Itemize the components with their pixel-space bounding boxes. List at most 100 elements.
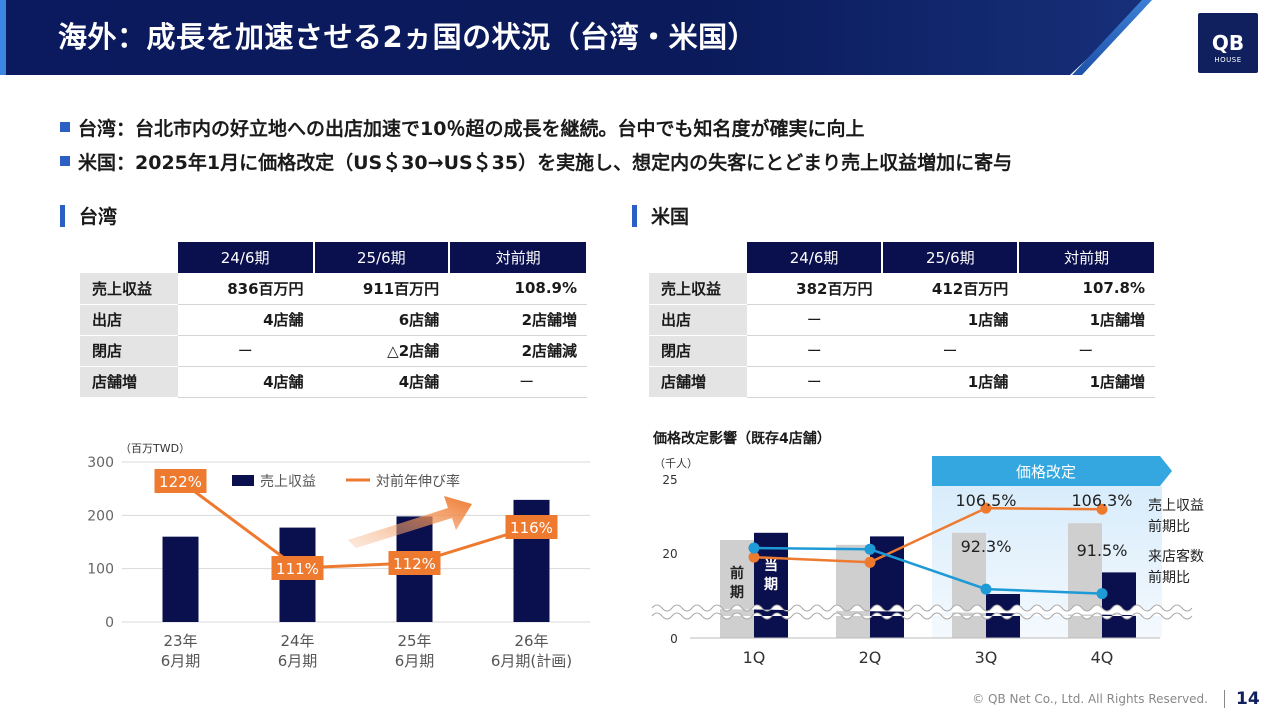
table-cell: ー bbox=[177, 335, 314, 367]
row-label: 店舗増 bbox=[80, 366, 178, 398]
y-tick-label: 200 bbox=[87, 508, 114, 524]
table-cell: ー bbox=[746, 304, 883, 336]
data-label-box bbox=[505, 515, 558, 539]
table-cell: 382百万円 bbox=[746, 273, 883, 305]
column-header: 対前期 bbox=[449, 242, 588, 273]
bullet-square-icon bbox=[60, 156, 70, 166]
data-label: 111% bbox=[276, 560, 319, 578]
sales-ratio-point bbox=[864, 556, 876, 568]
footer-divider bbox=[1224, 690, 1225, 708]
table-header-row: 24/6期 25/6期 対前期 bbox=[649, 242, 1156, 273]
table-cell: ー bbox=[746, 366, 883, 398]
section-title: 台湾 bbox=[79, 206, 118, 228]
table-cell: 108.9% bbox=[449, 273, 587, 305]
table-header-row: 24/6期 25/6期 対前期 bbox=[80, 242, 588, 273]
data-label: 106.3% bbox=[1071, 491, 1132, 510]
table-cell: △2店舗 bbox=[313, 335, 450, 367]
series-label-sales: 売上収益前期比 bbox=[1148, 498, 1204, 535]
visits-ratio-point bbox=[748, 542, 760, 554]
table-cell: 412百万円 bbox=[882, 273, 1019, 305]
column-header: 24/6期 bbox=[746, 242, 884, 273]
x-tick-label: 25年 6月期 bbox=[395, 632, 435, 670]
logo-subtext: HOUSE bbox=[1214, 56, 1242, 64]
x-tick-label: 23年 6月期 bbox=[161, 632, 201, 670]
visits-ratio-point bbox=[1096, 588, 1108, 600]
x-tick-label: 2Q bbox=[859, 648, 882, 667]
table-cell: 2店舗増 bbox=[449, 304, 587, 336]
table-cell: 107.8% bbox=[1018, 273, 1155, 305]
bullet-text: 台湾：台北市内の好立地への出店加速で10％超の成長を継続。台中でも知名度が確実に… bbox=[78, 117, 865, 140]
table-cell: 911百万円 bbox=[313, 273, 450, 305]
visits-ratio-point bbox=[864, 543, 876, 555]
bullet-square-icon bbox=[60, 122, 70, 132]
taiwan-table: 24/6期 25/6期 対前期 売上収益 836百万円 911百万円 108.9… bbox=[80, 242, 588, 398]
data-label: 92.3% bbox=[961, 537, 1012, 556]
row-label: 売上収益 bbox=[80, 273, 178, 305]
row-label: 出店 bbox=[80, 304, 178, 336]
growth-line bbox=[179, 479, 532, 570]
legend-swatch bbox=[232, 475, 254, 486]
section-usa: 米国 bbox=[632, 202, 689, 229]
table-cell: 1店舗増 bbox=[1018, 366, 1155, 398]
price-change-banner bbox=[932, 456, 1172, 486]
row-label: 閉店 bbox=[80, 335, 178, 367]
y-tick-label: 100 bbox=[87, 562, 114, 578]
y-tick-label: 0 bbox=[105, 615, 114, 631]
table-cell: ー bbox=[882, 335, 1019, 367]
summary-bullets: 台湾：台北市内の好立地への出店加速で10％超の成長を継続。台中でも知名度が確実に… bbox=[60, 110, 1260, 178]
section-taiwan: 台湾 bbox=[60, 202, 117, 229]
header: 海外：成長を加速させる2ヵ国の状況（台湾・米国） QB HOUSE bbox=[0, 0, 1280, 75]
data-label: 106.5% bbox=[955, 491, 1016, 510]
bullet-usa: 米国：2025年1月に価格改定（US＄30→US＄35）を実施し、想定内の失客に… bbox=[60, 144, 1260, 178]
axis-break bbox=[651, 604, 1193, 612]
y-tick-label: 25 bbox=[662, 473, 677, 487]
chart-unit: （千人） bbox=[654, 457, 698, 470]
logo-text: QB bbox=[1211, 31, 1245, 55]
table-cell: 4店舗 bbox=[177, 366, 314, 398]
x-tick-label: 26年 6月期(計画) bbox=[491, 632, 572, 670]
sales-ratio-line bbox=[753, 506, 1103, 564]
axis-break bbox=[651, 612, 1193, 620]
data-label-box bbox=[154, 469, 207, 493]
bullet-text: 米国：2025年1月に価格改定（US＄30→US＄35）を実施し、想定内の失客に… bbox=[78, 151, 1013, 174]
row-label: 売上収益 bbox=[649, 273, 747, 305]
table-cell: ー bbox=[1018, 335, 1155, 367]
sales-ratio-point bbox=[1096, 503, 1108, 515]
table-cell: ー bbox=[746, 335, 883, 367]
sales-ratio-point bbox=[748, 551, 760, 563]
column-header: 25/6期 bbox=[882, 242, 1020, 273]
copyright: © QB Net Co., Ltd. All Rights Reserved. bbox=[972, 692, 1208, 706]
row-label: 閉店 bbox=[649, 335, 747, 367]
header-left-accent bbox=[0, 0, 6, 75]
growth-arrow-icon bbox=[348, 496, 472, 548]
section-bar bbox=[632, 204, 637, 227]
table-row: 閉店 ー ー ー bbox=[649, 335, 1155, 367]
x-tick-label: 24年 6月期 bbox=[278, 632, 318, 670]
company-logo: QB HOUSE bbox=[1198, 13, 1258, 73]
bar-label-current: 当期 bbox=[764, 557, 778, 593]
table-row: 出店 4店舗 6店舗 2店舗増 bbox=[80, 304, 587, 336]
table-row: 売上収益 382百万円 412百万円 107.8% bbox=[649, 273, 1155, 305]
legend-label: 対前年伸び率 bbox=[376, 473, 460, 490]
page-title: 海外：成長を加速させる2ヵ国の状況（台湾・米国） bbox=[58, 20, 758, 54]
table-row: 売上収益 836百万円 911百万円 108.9% bbox=[80, 273, 587, 305]
column-header: 対前期 bbox=[1018, 242, 1156, 273]
bar-previous bbox=[720, 540, 754, 638]
table-row: 閉店 ー △2店舗 2店舗減 bbox=[80, 335, 587, 367]
bullet-taiwan: 台湾：台北市内の好立地への出店加速で10％超の成長を継続。台中でも知名度が確実に… bbox=[60, 110, 1260, 144]
table-cell: 1店舗 bbox=[882, 366, 1019, 398]
y-tick-label: 20 bbox=[662, 547, 677, 561]
table-cell: 4店舗 bbox=[177, 304, 314, 336]
axis-break-fill bbox=[652, 605, 1192, 619]
data-label-box bbox=[271, 556, 324, 580]
header-band bbox=[0, 0, 1150, 75]
data-label: 122% bbox=[159, 473, 202, 491]
bar bbox=[162, 536, 199, 622]
table-row: 店舗増 ー 1店舗 1店舗増 bbox=[649, 366, 1155, 398]
bar-previous bbox=[952, 532, 986, 638]
x-tick-label: 4Q bbox=[1091, 648, 1114, 667]
price-change-label: 価格改定 bbox=[1016, 463, 1076, 481]
sales-ratio-point bbox=[980, 502, 992, 514]
data-label: 112% bbox=[393, 555, 436, 573]
